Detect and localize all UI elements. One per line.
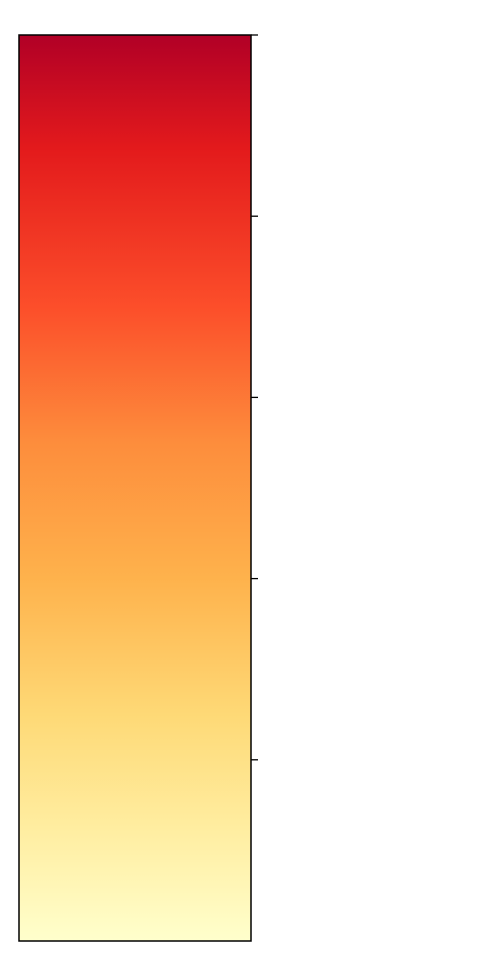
colorbar-outline	[18, 34, 252, 942]
colorbar-gradient	[19, 35, 251, 941]
colorbar-ticks	[251, 34, 258, 761]
